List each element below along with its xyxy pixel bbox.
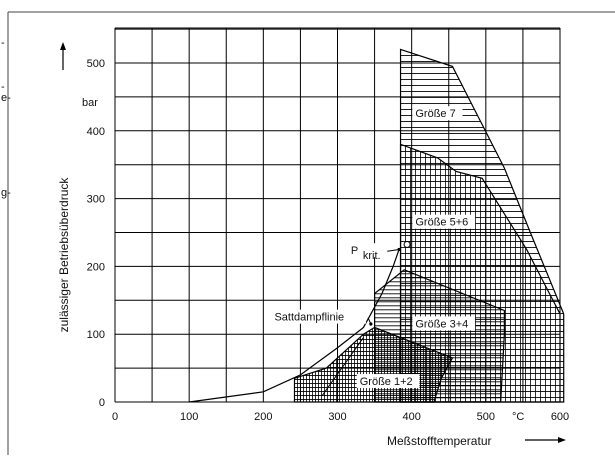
x-tick-label: 600 xyxy=(551,411,569,423)
region-labels: Größe 1+2 Größe 3+4 Größe 5+6 Größe 7 xyxy=(356,106,476,389)
fragment-text-4: g- xyxy=(1,187,11,199)
annotation-text-1: Sattdampflinie xyxy=(274,312,344,324)
tick-labels: 0 100 200 300 400 500 600 0 100 200 300 400 500 xyxy=(87,58,570,423)
region-outline-4 xyxy=(399,48,565,403)
region-label-4: Größe 7 xyxy=(415,108,455,120)
region-label-3: Größe 5+6 xyxy=(415,217,468,229)
x-tick-label: 400 xyxy=(402,411,420,423)
fragment-text-3: e- xyxy=(1,92,11,104)
annotation-arrowhead xyxy=(369,322,373,326)
region-outline-3 xyxy=(399,143,561,403)
y-axis-arrowhead xyxy=(60,42,66,50)
fragment-text-1: - xyxy=(1,37,5,49)
x-tick-label: 300 xyxy=(328,411,346,423)
critical-point-marker xyxy=(403,240,411,248)
y-tick-label: 100 xyxy=(87,329,105,341)
annotation-bg xyxy=(348,243,386,258)
region-label-bg xyxy=(356,374,420,389)
annotation-bg xyxy=(272,309,367,324)
y-tick-label: 300 xyxy=(87,194,105,206)
x-axis-arrowhead xyxy=(558,437,566,443)
x-axis-title: Meßstofftemperatur xyxy=(387,434,491,448)
region-label-bg xyxy=(412,316,476,331)
region-label-bg xyxy=(412,106,463,121)
annotation-leader xyxy=(387,248,400,252)
region-label-2: Größe 3+4 xyxy=(415,318,468,330)
annotation-arrowhead xyxy=(397,247,401,252)
regions xyxy=(293,48,565,403)
region-label-bg xyxy=(412,214,476,229)
region-hatch-1 xyxy=(294,327,453,402)
annotation-subscript: krit. xyxy=(363,250,381,262)
y-unit-label: bar xyxy=(82,97,98,109)
annotations: Sattdampflinie P krit. xyxy=(272,243,401,397)
y-tick-label: 400 xyxy=(87,126,105,138)
saturation-curve-layer xyxy=(189,240,411,403)
x-unit-label: °C xyxy=(512,411,524,423)
x-tick-label: 0 xyxy=(112,411,118,423)
y-tick-label: 500 xyxy=(87,58,105,70)
x-tick-label: 200 xyxy=(254,411,272,423)
x-tick-label: 500 xyxy=(477,411,495,423)
fragment-text-2: - xyxy=(1,81,5,93)
y-tick-label: 0 xyxy=(99,397,105,409)
annotation-leader xyxy=(321,337,364,397)
x-tick-label: 100 xyxy=(180,411,198,423)
y-tick-label: 200 xyxy=(87,261,105,273)
region-label-1: Größe 1+2 xyxy=(360,376,413,388)
annotation-text-2: P xyxy=(351,245,358,257)
saturation-curve xyxy=(189,249,400,403)
y-axis-title: zulässiger Betriebsüberdruck xyxy=(57,177,71,333)
